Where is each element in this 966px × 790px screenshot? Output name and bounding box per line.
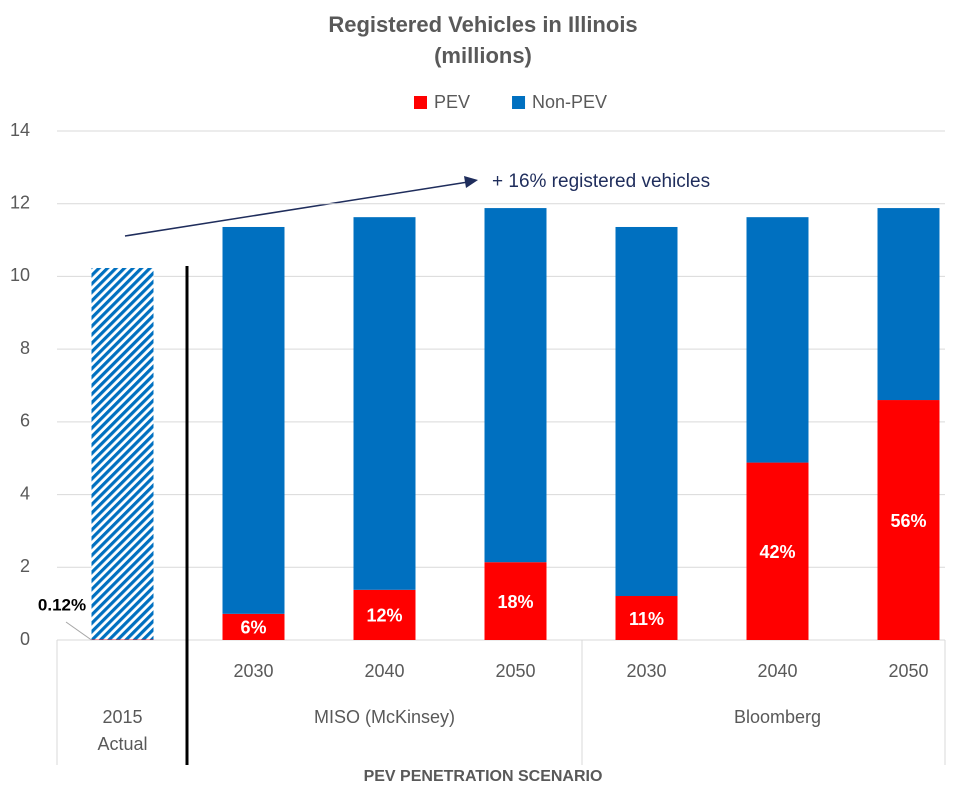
legend-label: Non-PEV (532, 92, 607, 112)
group-label: MISO (McKinsey) (314, 707, 455, 727)
x-tick-label: 2030 (233, 661, 273, 681)
bar-segment (353, 217, 416, 590)
annotation-arrow (124, 181, 469, 237)
data-label: 0.12% (38, 595, 86, 614)
y-tick-label: 12 (10, 192, 30, 212)
data-label: 56% (890, 511, 926, 531)
data-label: 6% (240, 618, 266, 638)
arrow-head (464, 176, 478, 188)
x-tick-label: 2030 (626, 661, 666, 681)
bar-segment (877, 400, 940, 640)
x-axis-title: PEV PENETRATION SCENARIO (364, 768, 603, 785)
bar-segment (746, 217, 809, 463)
y-tick-label: 14 (10, 120, 30, 140)
chart-subtitle: (millions) (434, 43, 532, 68)
data-label: 18% (497, 592, 533, 612)
data-label: 12% (366, 606, 402, 626)
x-tick-label: 2050 (888, 661, 928, 681)
bar-segment (484, 562, 547, 640)
bar-segment (222, 226, 285, 614)
y-tick-label: 4 (20, 483, 30, 503)
data-label: 42% (759, 542, 795, 562)
legend-label: PEV (434, 92, 470, 112)
leader-line (65, 621, 92, 641)
bar-segment (484, 208, 547, 563)
bar-segment (615, 596, 678, 640)
x-tick-label: 2040 (757, 661, 797, 681)
group-label: Bloomberg (734, 707, 821, 727)
bar-segment (615, 226, 678, 597)
group-label: 2015 Actual (97, 707, 147, 754)
bar-segment (746, 462, 809, 640)
legend-swatch (414, 96, 427, 109)
annotation: + 16% registered vehicles (492, 171, 710, 192)
x-tick-label: 2040 (364, 661, 404, 681)
bar-segment (222, 613, 285, 640)
legend-swatch (512, 96, 526, 109)
y-tick-label: 6 (20, 411, 30, 431)
y-tick-label: 8 (20, 338, 30, 358)
y-tick-label: 0 (20, 629, 30, 649)
chart-title: Registered Vehicles in Illinois (328, 12, 637, 37)
bar-segment (353, 589, 416, 640)
x-tick-label: 2050 (495, 661, 535, 681)
y-tick-label: 2 (20, 556, 30, 576)
bar-segment (91, 267, 154, 640)
bar-segment (877, 208, 940, 401)
data-label: 11% (629, 609, 664, 629)
y-tick-label: 10 (10, 265, 30, 285)
